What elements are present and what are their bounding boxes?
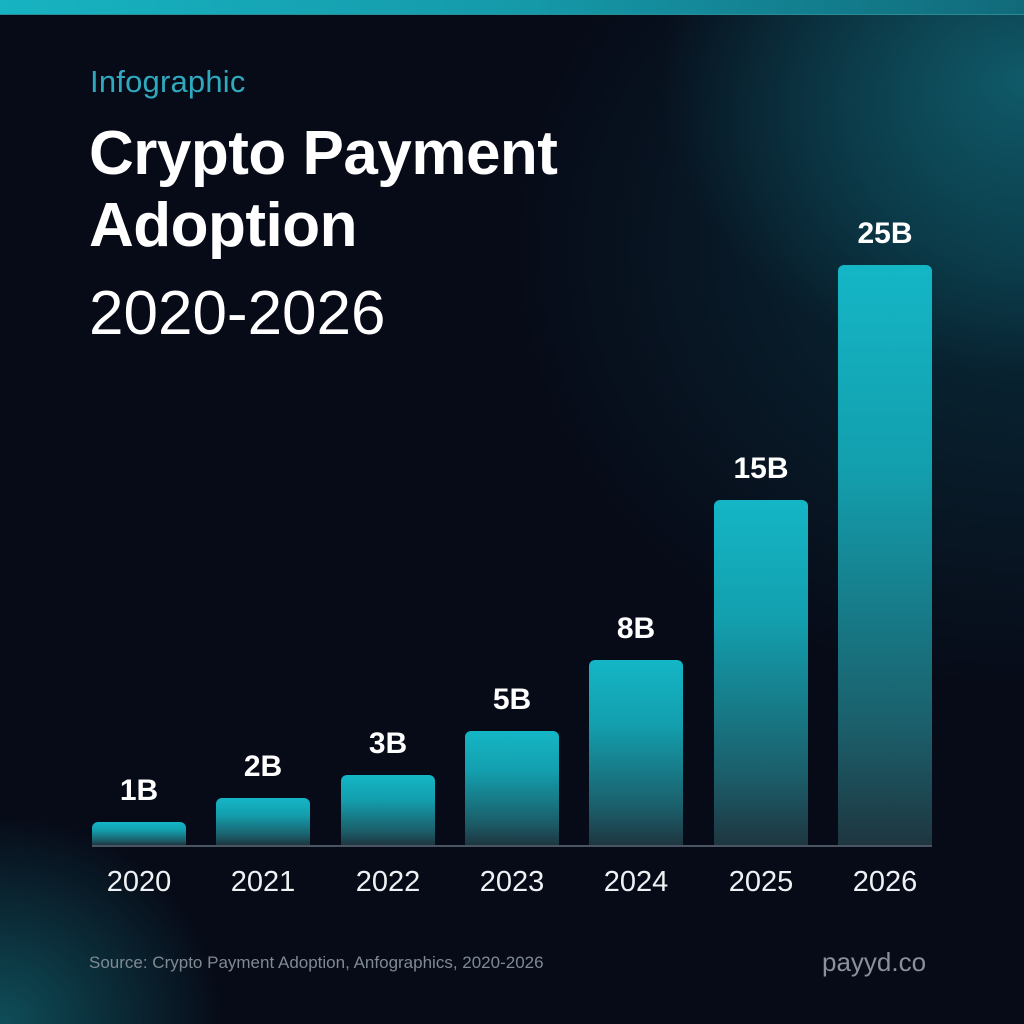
bar-value-label: 1B [119, 774, 159, 807]
bar-value-label: 5B [492, 683, 532, 716]
source-note: Source: Crypto Payment Adoption, Anfogra… [89, 953, 544, 972]
bar-2024 [589, 660, 683, 845]
title-line-2: Adoption [89, 191, 358, 260]
eyebrow-label: Infographic [90, 64, 246, 99]
bar-2025 [714, 500, 808, 845]
x-axis-label: 2024 [603, 866, 669, 898]
bar-2021 [216, 798, 310, 845]
x-axis-label: 2025 [728, 866, 794, 898]
title-line-1: Crypto Payment [89, 119, 558, 188]
x-axis-label: 2026 [852, 866, 918, 898]
bar-value-label: 8B [616, 612, 656, 645]
bar-value-label: 25B [857, 217, 913, 250]
x-axis-label: 2023 [479, 866, 545, 898]
brand-url: payyd.co [822, 947, 927, 977]
x-axis-label: 2022 [355, 866, 421, 898]
bar-2023 [465, 731, 559, 845]
bar-value-label: 2B [243, 750, 283, 783]
x-axis-line [92, 845, 932, 847]
x-axis-label: 2020 [106, 866, 172, 898]
bar-value-label: 15B [733, 452, 789, 485]
bar-2022 [341, 775, 435, 845]
page-subtitle: 2020-2026 [89, 279, 386, 348]
page-title: Crypto Payment Adoption [89, 118, 558, 262]
bar-2020 [92, 822, 186, 845]
bar-2026 [838, 265, 932, 845]
bar-value-label: 3B [368, 727, 408, 760]
x-axis-label: 2021 [230, 866, 296, 898]
top-accent-bar [0, 0, 1024, 15]
